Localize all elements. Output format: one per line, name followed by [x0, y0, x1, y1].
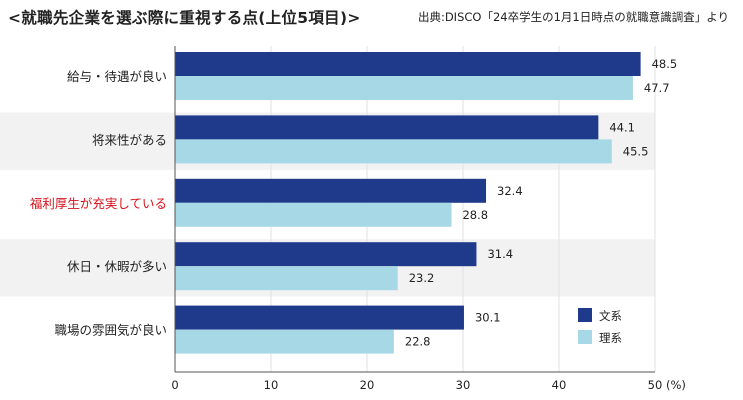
- legend-swatch: [578, 308, 592, 322]
- bar-bunkei: [175, 115, 599, 140]
- data-label: 47.7: [644, 81, 670, 95]
- category-label: 福利厚生が充実している: [30, 196, 167, 211]
- bar-bunkei: [175, 52, 641, 76]
- tick-label: 0: [171, 378, 178, 392]
- legend-label: 理系: [599, 331, 622, 345]
- legend-label: 文系: [599, 309, 622, 323]
- category-label: 職場の雰囲気が良い: [54, 323, 167, 338]
- chart-title: <就職先企業を選ぶ際に重視する点(上位5項目)>: [8, 9, 361, 27]
- data-label: 31.4: [487, 247, 513, 261]
- axis-unit-label: (%): [666, 378, 686, 392]
- data-label: 23.2: [409, 271, 435, 285]
- category-label: 休日・休暇が多い: [67, 259, 167, 274]
- data-label: 30.1: [475, 311, 501, 325]
- bar-rikei: [175, 329, 394, 354]
- bar-rikei: [175, 202, 452, 227]
- category-label: 将来性がある: [92, 132, 167, 147]
- bar-bunkei: [175, 305, 464, 330]
- tick-label: 20: [360, 378, 375, 392]
- bar-bunkei: [175, 242, 477, 267]
- tick-label: 10: [264, 378, 279, 392]
- category-label: 給与・待遇が良い: [67, 69, 167, 84]
- bar-rikei: [175, 76, 633, 100]
- tick-label: 50: [648, 378, 663, 392]
- data-label: 48.5: [652, 57, 678, 71]
- bar-rikei: [175, 266, 398, 291]
- bar-rikei: [175, 139, 612, 164]
- bar-bunkei: [175, 178, 487, 203]
- tick-label: 40: [552, 378, 567, 392]
- data-label: 45.5: [623, 144, 649, 158]
- legend-swatch: [578, 330, 592, 344]
- data-label: 44.1: [609, 120, 635, 134]
- source-note: 出典:DISCO「24卒学生の1月1日時点の就職意識調査」より: [417, 10, 729, 24]
- data-label: 22.8: [405, 335, 431, 349]
- tick-label: 30: [456, 378, 471, 392]
- data-label: 28.8: [462, 208, 488, 222]
- data-label: 32.4: [497, 184, 523, 198]
